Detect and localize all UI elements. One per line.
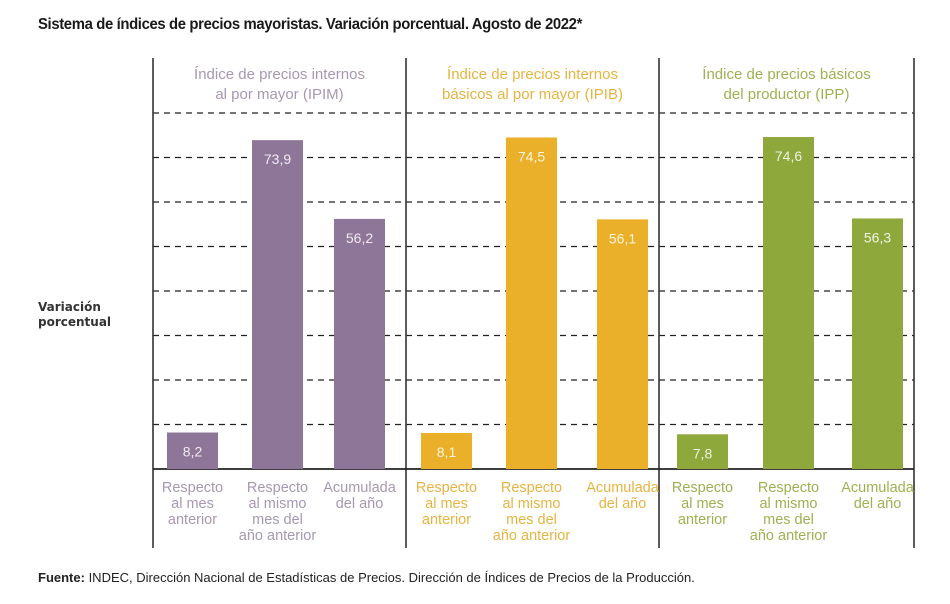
category-label-line: al mes: [681, 496, 724, 512]
category-label-line: Acumulada: [841, 480, 914, 496]
bar: [763, 137, 814, 469]
category-label-line: Respecto: [416, 480, 477, 496]
category-label-line: mes del: [763, 512, 814, 528]
category-label-line: Respecto: [758, 480, 819, 496]
bar: [252, 140, 303, 469]
panel-header-line: Índice de precios internos: [447, 66, 618, 83]
category-label-line: al mismo: [248, 496, 306, 512]
y-axis-label-line-2: porcentual: [38, 315, 112, 329]
bar: [167, 432, 218, 469]
category-label-line: al mes: [171, 496, 214, 512]
chart-title: Sistema de índices de precios mayoristas…: [38, 16, 582, 33]
category-label-line: del año: [854, 496, 902, 512]
bar-value-label: 74,6: [775, 148, 802, 164]
panel-header-line: básicos al por mayor (IPIB): [442, 86, 623, 103]
category-label-line: Respecto: [501, 480, 562, 496]
category-label-line: Respecto: [247, 480, 308, 496]
panel-headers: Índice de precios internos al por mayor (…: [194, 66, 871, 103]
bar: [597, 219, 648, 469]
bar: [852, 218, 903, 469]
category-label-line: anterior: [678, 512, 727, 528]
y-axis-label: Variación porcentual: [38, 300, 111, 330]
bar: [506, 137, 557, 469]
bar-value-label: 73,9: [264, 151, 291, 167]
category-label-line: del año: [336, 496, 384, 512]
category-label-line: anterior: [168, 512, 217, 528]
category-label-line: mes del: [506, 512, 557, 528]
bar-value-label: 7,8: [693, 445, 713, 461]
category-label-line: al mismo: [502, 496, 560, 512]
panel-header-line: al por mayor (IPIM): [215, 86, 343, 103]
bar-value-label: 8,2: [183, 444, 203, 460]
source-text: INDEC, Dirección Nacional de Estadística…: [84, 570, 695, 585]
category-label-line: Respecto: [672, 480, 733, 496]
category-label-line: año anterior: [239, 528, 317, 544]
bar-value-label: 74,5: [518, 148, 545, 164]
category-label-line: año anterior: [493, 528, 571, 544]
bar-value-label: 56,2: [346, 230, 373, 246]
category-label-line: del año: [599, 496, 647, 512]
category-label-line: anterior: [422, 512, 471, 528]
category-label-line: Respecto: [162, 480, 223, 496]
category-label-line: al mismo: [759, 496, 817, 512]
source-note: Fuente: INDEC, Dirección Nacional de Est…: [38, 570, 695, 585]
bars: 8,2 73,9 56,2 8,1 74,5 56,1 7,8 74,6 56,3: [167, 137, 903, 469]
category-label-line: Acumulada: [323, 480, 396, 496]
panel-header-line: Índice de precios básicos: [702, 66, 870, 83]
bar-value-label: 8,1: [437, 444, 457, 460]
panel-header-line: del productor (IPP): [724, 86, 850, 103]
bar: [334, 218, 385, 469]
bar-value-label: 56,1: [609, 230, 636, 246]
category-label-line: Acumulada: [586, 480, 659, 496]
category-label-line: año anterior: [750, 528, 828, 544]
bar: [421, 432, 472, 469]
panel-header-line: Índice de precios internos: [194, 66, 365, 83]
category-label-line: al mes: [425, 496, 468, 512]
source-label: Fuente:: [38, 570, 85, 585]
bar: [677, 434, 728, 469]
bar-value-label: 56,3: [864, 229, 891, 245]
y-axis-label-line-1: Variación: [38, 300, 101, 314]
category-label-line: mes del: [252, 512, 303, 528]
